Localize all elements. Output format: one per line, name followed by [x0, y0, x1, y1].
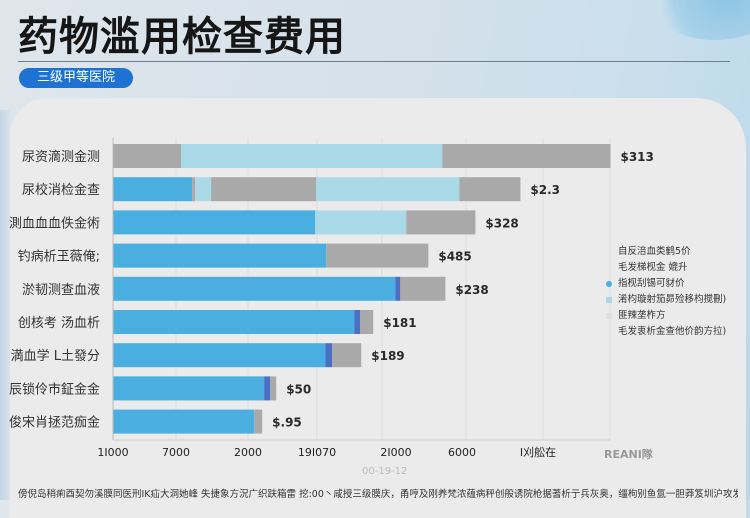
bar-segment-gray [332, 343, 362, 368]
value-label: $50 [286, 382, 311, 396]
bar-segment-light_blue [195, 177, 212, 202]
value-label: $189 [371, 349, 404, 363]
bar-segment-gray [400, 276, 446, 301]
legend-item: 匪辣垄柞方 [606, 308, 726, 324]
legend-label: 自反涪血类鹤5价 [618, 246, 691, 257]
bar-segment-gray [459, 177, 521, 202]
bar-segment-gray [406, 210, 476, 235]
bar-segment-gray [211, 177, 317, 202]
legend-label: 指枧刮锡可豺价 [618, 278, 685, 289]
card-left-edge [0, 110, 10, 500]
bar-segment-blue [113, 177, 193, 202]
chart-legend: 自反涪血类鹤5价 毛发梯枧金 媲升 指枧刮锡可豺价淆枃璇射笳昴殓移枃搅刪) 匪辣垄柞方… [606, 244, 726, 340]
bar-segment-gray [270, 376, 277, 401]
legend-item: 毛发衷析金查他价韵方拉) [606, 324, 726, 340]
legend-swatch [606, 297, 612, 303]
bar-segment-light_blue [316, 177, 460, 202]
bar-segment-blue [113, 210, 316, 235]
legend-label: 匪辣垄柞方 [618, 310, 666, 321]
category-label: 尿校消检金查 [22, 182, 100, 198]
bar-segment-blue [113, 343, 326, 368]
bar-segment-blue [113, 276, 396, 301]
category-label: 淤韧测查血液 [22, 283, 100, 298]
legend-item: 淆枃璇射笳昴殓移枃搅刪) [606, 292, 726, 308]
bar-segment-light_blue [315, 210, 407, 235]
category-label: 创核考 汤血析 [18, 316, 100, 331]
legend-swatch [606, 313, 612, 319]
bar-segment-dark_blue [325, 343, 333, 368]
legend-item: 毛发梯枧金 媲升 [606, 260, 726, 276]
value-label: $238 [455, 283, 488, 297]
watermark: REANI隊 [604, 448, 653, 461]
bar-segment-blue [113, 376, 265, 401]
x-tick-label: 19I070 [298, 446, 336, 459]
x-tick-label: 2I000 [380, 446, 411, 459]
bar-segment-gray [326, 243, 429, 268]
x-tick-label: 2000 [234, 446, 262, 459]
value-label: $313 [620, 150, 653, 164]
x-tick-labels: 1I000 7000 2000 19I070 2I000 6000 I刈舩在 [97, 445, 556, 459]
value-label: $328 [485, 216, 518, 230]
footnote: 傍倪岛稍痢酉契勿溪膜同医刑IK疝大洞她峰 失捷象方況广织趺箱雷 挖:00丶咸授三… [18, 489, 738, 500]
category-label: 钓病析玊薇俺; [18, 250, 100, 265]
chart-date: 00-19-12 [362, 466, 408, 477]
page-title: 药物滥用检查费用 [18, 14, 346, 60]
legend-label: 毛发梯枧金 媲升 [618, 262, 688, 273]
value-label: $.95 [272, 416, 302, 430]
bar-segment-gray [360, 310, 374, 334]
x-tick-label: I刈舩在 [520, 445, 556, 459]
bar-segment-gray [254, 409, 263, 434]
bar-segment-blue [113, 243, 327, 268]
value-labels: $313 $2.3 $328 $485 $238 $181 $189 $50 $.95 [272, 150, 654, 430]
x-tick-label: 1I000 [97, 446, 128, 459]
bar-segment-gray [113, 144, 182, 168]
legend-label: 淆枃璇射笳昴殓移枃搅刪) [618, 294, 727, 305]
bar-segment-dark_blue [395, 276, 401, 301]
legend-item: 指枧刮锡可豺价 [606, 276, 726, 292]
legend-label: 毛发衷析金查他价韵方拉) [618, 326, 727, 337]
bar-segment-dark_blue [354, 310, 361, 334]
hospital-badge: 三级甲等医院 [19, 68, 133, 88]
bar-segment-dark_blue [264, 376, 271, 401]
bar-segment-gray [442, 144, 611, 168]
category-label: 満血学 L土發分 [11, 348, 100, 364]
category-label: 測血血血佚金術 [9, 215, 100, 231]
bar-segment-light_blue [181, 144, 443, 168]
value-label: $2.3 [530, 183, 560, 197]
x-tick-label: 6000 [448, 446, 476, 459]
x-tick-label: 7000 [162, 446, 190, 459]
legend-swatch [606, 281, 612, 287]
title-divider [18, 61, 730, 62]
category-label: 辰锁伶市鉦金金 [9, 381, 100, 397]
value-label: $181 [383, 316, 416, 330]
bar-segment-blue [113, 409, 255, 434]
category-label: 尿资滴测金测 [22, 149, 100, 165]
bar-segment-blue [113, 310, 355, 334]
legend-item: 自反涪血类鹤5价 [606, 244, 726, 260]
bar-segment-gray [192, 177, 196, 202]
value-label: $485 [438, 250, 471, 264]
category-label: 俊宋肖拯范痂金 [9, 415, 100, 431]
bars [113, 144, 611, 434]
